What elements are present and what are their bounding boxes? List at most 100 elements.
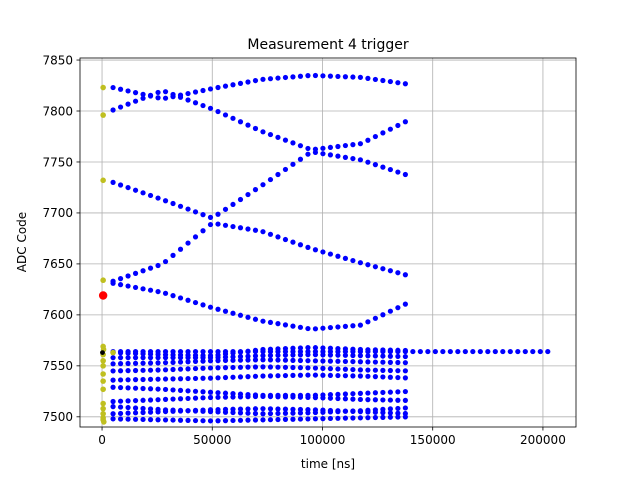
- data-point: [207, 365, 214, 371]
- data-point: [207, 105, 214, 111]
- data-point: [395, 368, 401, 374]
- data-point: [372, 414, 378, 421]
- data-point: [335, 153, 341, 159]
- data-point: [162, 408, 169, 415]
- data-point: [110, 349, 116, 356]
- data-point: [305, 358, 311, 364]
- data-point: [260, 373, 266, 379]
- data-point: [230, 115, 236, 121]
- data-point: [402, 414, 408, 420]
- data-point: [170, 252, 176, 258]
- data-point: [245, 410, 251, 416]
- data-point: [297, 406, 304, 413]
- data-point: [100, 410, 106, 417]
- data-point: [387, 166, 393, 173]
- data-point: [170, 417, 176, 423]
- data-point: [297, 156, 304, 162]
- data-point: [98, 291, 108, 300]
- data-point: [365, 409, 371, 415]
- data-point: [267, 406, 274, 412]
- data-point: [477, 348, 483, 355]
- data-point: [282, 236, 289, 243]
- data-point: [387, 374, 393, 380]
- data-point: [147, 367, 154, 373]
- data-point: [252, 353, 259, 359]
- data-point: [125, 283, 131, 289]
- data-point: [320, 325, 326, 331]
- data-point: [140, 95, 146, 101]
- data-point: [215, 394, 221, 400]
- data-point: [335, 253, 341, 259]
- data-point: [222, 365, 229, 371]
- data-point: [237, 364, 244, 370]
- data-point: [372, 315, 378, 321]
- data-point: [215, 211, 221, 217]
- data-point: [177, 408, 184, 414]
- data-point: [320, 145, 326, 151]
- data-point: [342, 74, 349, 80]
- data-point: [192, 365, 199, 372]
- data-point: [125, 398, 131, 404]
- data-point: [207, 358, 214, 364]
- data-point: [147, 351, 154, 357]
- data-point: [492, 348, 498, 355]
- data-point: [275, 352, 281, 358]
- data-point: [357, 359, 364, 365]
- data-point: [117, 104, 124, 110]
- data-point: [335, 358, 341, 364]
- data-point: [327, 73, 334, 79]
- data-point: [110, 84, 116, 91]
- data-point: [260, 76, 266, 82]
- data-point: [297, 416, 304, 422]
- data-point: [365, 367, 371, 373]
- data-point: [312, 345, 319, 351]
- data-point: [147, 397, 154, 403]
- data-point: [342, 373, 349, 379]
- data-point: [192, 358, 199, 365]
- data-point: [267, 417, 274, 423]
- data-point: [185, 90, 191, 97]
- data-point: [230, 310, 236, 316]
- data-point: [117, 86, 124, 92]
- data-point: [357, 353, 364, 359]
- data-point: [357, 322, 364, 328]
- data-point: [320, 345, 326, 351]
- data-point: [350, 257, 356, 264]
- data-point: [237, 410, 244, 416]
- data-point: [237, 80, 244, 86]
- data-point: [155, 409, 161, 415]
- data-point: [327, 407, 334, 414]
- data-point: [200, 102, 206, 109]
- data-point: [290, 410, 296, 416]
- data-point: [380, 359, 386, 365]
- data-point: [290, 352, 296, 358]
- data-point: [335, 352, 341, 358]
- data-point: [305, 325, 311, 332]
- data-point: [132, 98, 139, 104]
- data-point: [305, 365, 311, 371]
- data-point: [380, 347, 386, 353]
- data-point: [100, 386, 106, 393]
- plot-background: [80, 58, 576, 427]
- data-point: [305, 145, 311, 152]
- data-point: [380, 266, 386, 272]
- data-point: [117, 416, 124, 422]
- data-point: [380, 397, 386, 403]
- data-point: [100, 371, 106, 377]
- data-point: [230, 364, 236, 371]
- data-point: [365, 397, 371, 403]
- data-point: [290, 161, 296, 167]
- data-point: [140, 385, 146, 392]
- data-point: [395, 405, 401, 412]
- x-tick-label: 0: [98, 433, 106, 447]
- data-point: [140, 351, 146, 357]
- data-point: [395, 122, 401, 129]
- data-point: [312, 372, 319, 378]
- data-point: [125, 101, 131, 107]
- data-point: [230, 223, 236, 230]
- data-point: [155, 376, 161, 382]
- data-point: [140, 268, 146, 274]
- data-point: [147, 192, 154, 199]
- data-point: [252, 187, 259, 193]
- plot-frame: [79, 57, 577, 428]
